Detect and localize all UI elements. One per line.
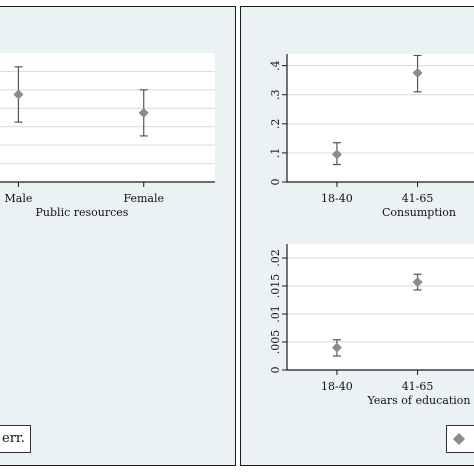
data-point — [138, 107, 149, 118]
x-tick-label: Male — [5, 192, 33, 205]
x-tick-label: 41-65 — [402, 380, 434, 393]
y-tick-label: .01 — [269, 305, 282, 323]
left-legend: err. — [0, 425, 31, 453]
data-point — [331, 149, 342, 160]
left-chart-panel: Male Female Public resources err. — [0, 6, 236, 466]
plot-area — [287, 54, 474, 182]
y-tick-label: .3 — [269, 89, 282, 100]
y-tick-label: .005 — [269, 330, 282, 355]
x-axis-title: Public resources — [36, 206, 129, 219]
data-point — [412, 67, 423, 78]
right-legend — [446, 425, 474, 453]
y-tick-label: .02 — [269, 249, 282, 267]
y-tick-label: .4 — [269, 60, 282, 71]
data-point — [331, 342, 342, 353]
diamond-icon — [453, 433, 465, 445]
y-tick-label: .2 — [269, 119, 282, 129]
data-point — [412, 277, 423, 288]
x-tick-label: 18-40 — [321, 380, 353, 393]
x-axis-title: Years of education — [367, 394, 471, 407]
right-chart-panel: 0.1.2.3.4 18-40 41-65 Consumption 0.005.01.… — [240, 6, 474, 466]
x-tick-label: 41-65 — [402, 192, 434, 205]
plot-area — [287, 244, 474, 370]
plot-area — [0, 53, 215, 182]
y-tick-label: .1 — [269, 148, 282, 159]
legend-diamond-icon — [453, 433, 465, 445]
legend-label: err. — [2, 431, 25, 446]
x-tick-label: Female — [123, 192, 164, 205]
y-tick-label: 0 — [269, 179, 282, 186]
x-tick-label: 18-40 — [321, 192, 353, 205]
y-tick-label: .015 — [269, 274, 282, 299]
y-tick-label: 0 — [269, 367, 282, 374]
x-axis-title: Consumption — [382, 206, 456, 219]
